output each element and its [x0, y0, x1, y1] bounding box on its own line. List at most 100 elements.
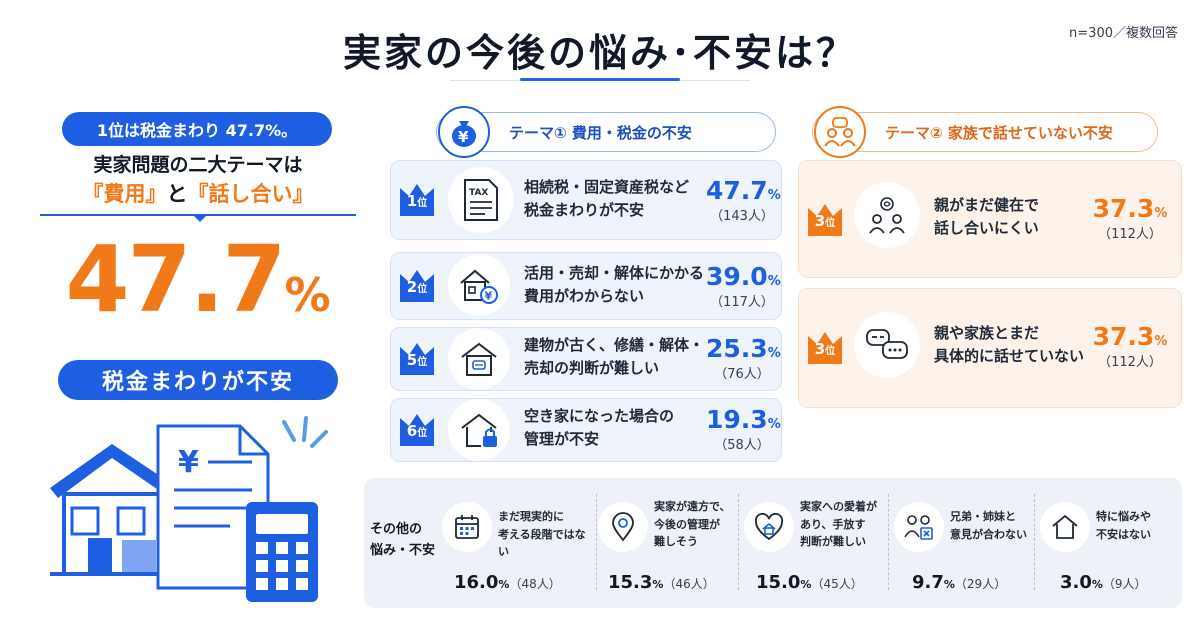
sparkle-lines	[282, 416, 328, 448]
theme1-item2-stat: 39.0% （117人）	[706, 262, 781, 310]
receipt-yen-icon: ¥	[156, 424, 270, 590]
house-repair-icon	[448, 328, 510, 390]
theme1-item3-stat: 25.3% （76人）	[706, 334, 781, 382]
item-line1: 特に悩みや	[1096, 510, 1151, 523]
item-line2: 税金まわりが不安	[524, 201, 645, 220]
item-line1: 親や家族とまだ	[934, 324, 1040, 342]
others-label-line1: その他の	[370, 522, 423, 537]
calendar-icon	[442, 502, 492, 552]
rank-number: 1	[406, 192, 418, 210]
house-tax-illustration: ¥	[50, 416, 328, 602]
lead-keyword-talk: 『話し合い』	[187, 182, 314, 206]
others-item5-text: 特に悩みや 不安はない	[1096, 508, 1176, 543]
house-yen-icon: ¥	[448, 254, 510, 316]
item-line1: 相続税・固定資産税など	[524, 178, 690, 196]
item-line2: 管理が不安	[524, 430, 600, 449]
rank-suffix: 位	[825, 218, 836, 229]
others-item1-text: まだ現実的に 考える段階ではない	[498, 508, 594, 561]
item-unit: %	[1091, 578, 1103, 591]
summary-divider-notch	[192, 214, 208, 222]
item-value: 9.7	[912, 572, 944, 593]
item-line1: 親がまだ健在で	[934, 196, 1040, 214]
summary-caption: 税金まわりが不安	[58, 360, 338, 400]
item-value: 15.3	[608, 572, 653, 593]
item-count: （45人）	[811, 577, 863, 591]
item-count: （9人）	[1102, 577, 1147, 591]
speech-bubbles-icon	[854, 312, 920, 378]
item-line2: 売却の判断が難しい	[524, 359, 660, 378]
family-talk-icon	[814, 106, 866, 158]
rank-crown-badge: 1位	[398, 180, 436, 218]
item-count: （58人）	[714, 438, 770, 453]
item-value: 25.3	[706, 334, 768, 363]
item-line2: あり、手放す	[800, 517, 866, 531]
theme1-item1-text: 相続税・固定資産税など 税金まわりが不安	[524, 176, 714, 223]
rank-crown-badge: 2位	[398, 266, 436, 304]
item-line2: 不安はない	[1096, 527, 1151, 541]
item-line1: 空き家になった場合の	[524, 407, 675, 425]
rank-crown-badge: 3位	[806, 328, 844, 366]
item-line1: 実家が遠方で、	[654, 500, 731, 513]
item-count: （112人）	[1098, 355, 1162, 370]
others-divider	[596, 494, 597, 590]
theme1-item4-text: 空き家になった場合の 管理が不安	[524, 405, 714, 452]
big-unit: %	[284, 268, 331, 322]
siblings-disagree-icon	[894, 502, 944, 552]
item-line2: 話し合いにくい	[934, 219, 1039, 238]
item-unit: %	[1154, 206, 1168, 221]
item-value: 47.7	[706, 176, 768, 205]
item-line1: 建物が古く、修繕・解体・	[524, 336, 705, 354]
theme2-item2-text: 親や家族とまだ 具体的に話せていない	[934, 322, 1094, 369]
item-count: （29人）	[954, 577, 1007, 591]
others-divider	[888, 494, 889, 590]
parents-thinking-icon	[854, 182, 920, 248]
others-item2-text: 実家が遠方で、 今後の管理が 難しそう	[654, 498, 736, 551]
theme2-label: テーマ② 家族で話せていない不安	[885, 123, 1113, 142]
theme1-item1-stat: 47.7% （143人）	[706, 176, 781, 224]
item-unit: %	[498, 578, 510, 591]
item-line1: 活用・売却・解体にかかる	[524, 264, 705, 282]
theme1-item3-text: 建物が古く、修繕・解体・ 売却の判断が難しい	[524, 334, 714, 381]
item-unit: %	[767, 417, 781, 432]
location-pin-icon	[598, 502, 648, 552]
item-line1: まだ現実的に	[498, 510, 564, 523]
item-value: 37.3	[1092, 322, 1155, 351]
item-unit: %	[767, 346, 781, 361]
others-item5-stat: 3.0%（9人）	[1060, 572, 1147, 593]
item-count: （76人）	[714, 367, 770, 382]
receipt-yen-symbol: ¥	[178, 445, 199, 480]
calculator-icon	[246, 502, 318, 602]
svg-text:¥: ¥	[458, 128, 469, 146]
rank-suffix: 位	[825, 346, 836, 357]
item-line1: 兄弟・姉妹と	[950, 510, 1016, 523]
rank-crown-badge: 5位	[398, 339, 436, 377]
rank-number: 3	[814, 340, 826, 358]
others-item4-stat: 9.7%（29人）	[912, 572, 1006, 593]
theme1-item4-stat: 19.3% （58人）	[706, 405, 781, 453]
theme1-item2-text: 活用・売却・解体にかかる 費用がわからない	[524, 262, 714, 309]
item-value: 37.3	[1092, 194, 1155, 223]
rank-suffix: 位	[417, 284, 428, 295]
item-line3: 判断が難しい	[800, 535, 866, 549]
rank-suffix: 位	[417, 357, 428, 368]
others-item4-text: 兄弟・姉妹と 意見が合わない	[950, 508, 1032, 543]
rank-number: 6	[406, 422, 418, 440]
others-divider	[1034, 494, 1035, 590]
item-count: （117人）	[710, 295, 774, 310]
others-label: その他の 悩み・不安	[370, 520, 442, 562]
item-value: 19.3	[706, 405, 768, 434]
others-item2-stat: 15.3%（46人）	[608, 572, 715, 593]
money-bag-yen-icon: ¥	[438, 106, 490, 158]
item-line2: 費用がわからない	[524, 287, 645, 306]
title-underline	[520, 78, 680, 81]
house-heart-icon	[744, 502, 794, 552]
others-item3-text: 実家への愛着が あり、手放す 判断が難しい	[800, 498, 886, 551]
item-value: 15.0	[756, 572, 801, 593]
theme1-header: テーマ① 費用・税金の不安	[436, 112, 776, 152]
item-count: （48人）	[509, 577, 561, 591]
item-unit: %	[767, 274, 781, 289]
others-item1-stat: 16.0%（48人）	[454, 572, 561, 593]
rank-number: 3	[814, 212, 826, 230]
item-count: （143人）	[710, 209, 774, 224]
theme2-item1-text: 親がまだ健在で 話し合いにくい	[934, 194, 1084, 241]
